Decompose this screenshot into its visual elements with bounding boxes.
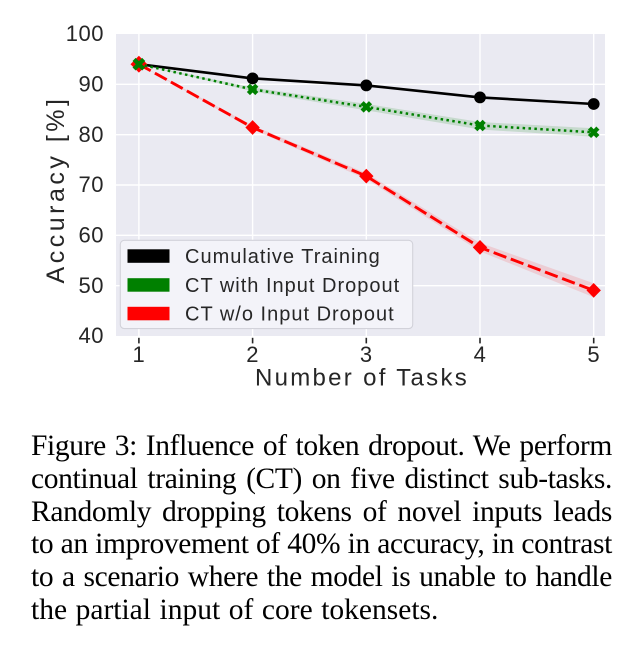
- svg-text:2: 2: [246, 342, 259, 367]
- svg-text:50: 50: [79, 273, 104, 298]
- svg-text:3: 3: [360, 342, 373, 367]
- svg-text:100: 100: [66, 21, 104, 46]
- svg-text:1: 1: [133, 342, 146, 367]
- svg-text:40: 40: [79, 323, 104, 348]
- svg-text:Cumulative Training: Cumulative Training: [185, 246, 381, 268]
- svg-text:70: 70: [79, 172, 104, 197]
- svg-text:Number of Tasks: Number of Tasks: [255, 365, 469, 392]
- svg-text:60: 60: [79, 223, 104, 248]
- svg-text:5: 5: [587, 342, 600, 367]
- svg-text:90: 90: [79, 72, 104, 97]
- svg-text:CT w/o Input Dropout: CT w/o Input Dropout: [185, 304, 395, 326]
- svg-text:4: 4: [474, 342, 487, 367]
- svg-text:CT with Input Dropout: CT with Input Dropout: [185, 275, 400, 297]
- svg-text:Accuracy [%]: Accuracy [%]: [42, 96, 70, 284]
- svg-text:80: 80: [79, 122, 104, 147]
